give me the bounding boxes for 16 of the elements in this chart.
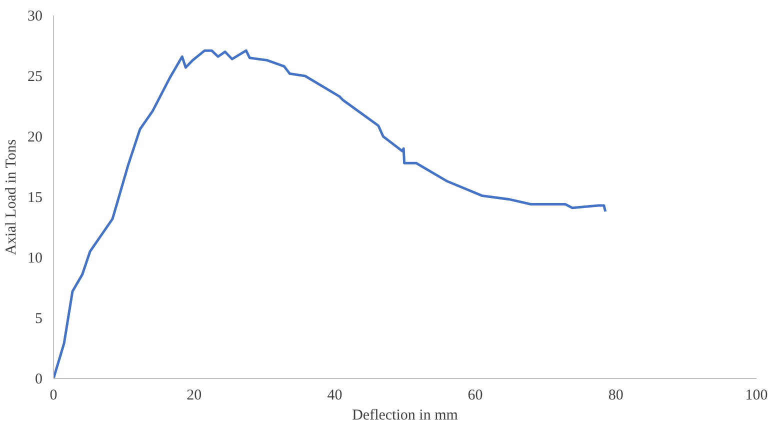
x-tick-label: 0 [50, 388, 58, 404]
y-tick-label: 15 [28, 190, 42, 206]
x-tick-label: 100 [745, 388, 768, 404]
y-tick-label: 5 [35, 311, 42, 327]
line-series [54, 49, 607, 378]
x-tick-label: 80 [608, 388, 624, 404]
y-tick-label: 20 [28, 130, 42, 146]
y-tick-label: 10 [28, 250, 42, 266]
y-axis-title: Axial Load in Tons [4, 139, 20, 256]
x-tick-label: 40 [327, 388, 342, 404]
x-axis-title: Deflection in mm [352, 408, 458, 424]
x-tick-label: 20 [186, 388, 202, 404]
y-tick-label: 30 [28, 8, 42, 24]
y-tick-label: 0 [35, 372, 42, 388]
y-tick-label: 25 [28, 69, 42, 85]
x-tick-label: 60 [468, 388, 483, 404]
